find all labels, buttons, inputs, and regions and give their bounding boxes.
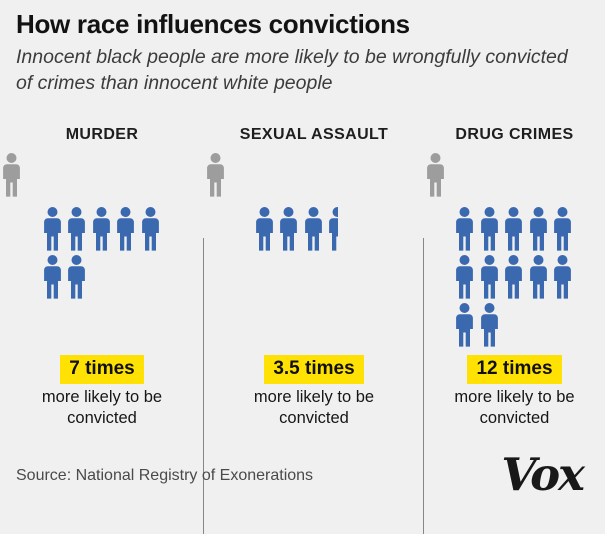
stat-caption: more likely to be convicted [41,388,163,428]
gray-person-icon [427,153,444,197]
page-subtitle: Innocent black people are more likely to… [16,46,568,94]
person-icon [456,255,473,299]
person-icon [480,207,498,251]
column-murder: MURDER 7 times more likely to be convict… [0,116,204,446]
multiplier-badge: 7 times [60,355,144,384]
person-icon [505,255,523,299]
person-icon [480,255,498,299]
column-divider [423,238,424,534]
person-icon [456,207,473,251]
vox-logo: Vox [501,448,585,501]
person-icon [529,207,547,251]
person-icon [68,255,85,299]
person-icon [141,207,159,251]
pictogram-murder [41,207,164,355]
column-divider [203,238,204,534]
gray-person-icon [207,153,224,197]
stat-drug-crimes: 12 times more likely to be convicted [424,355,605,429]
baseline-person-icon [0,153,204,197]
infographic: How race influences convictions Innocent… [0,9,605,534]
category-label-drug-crimes: DRUG CRIMES [455,126,574,143]
person-icon [554,255,572,299]
half-person-icon [326,207,338,251]
person-icon [329,207,338,251]
person-icon [456,303,473,347]
person-icon [529,255,547,299]
person-icon [43,207,61,251]
source-note: Source: National Registry of Exoneration… [16,467,314,484]
person-icon [480,303,498,347]
category-label-murder: MURDER [65,126,139,143]
gray-person-icon [3,153,20,197]
person-icon [554,207,572,251]
multiplier-badge: 3.5 times [264,355,364,384]
person-icon [280,207,297,251]
person-icon [92,207,110,251]
pictogram-sexual-assault [253,207,376,355]
pictogram-drug-crimes [453,207,576,355]
stat-murder: 7 times more likely to be convicted [0,355,204,429]
person-icon [68,207,85,251]
stat-caption: more likely to be convicted [454,388,575,428]
column-drug-crimes: DRUG CRIMES 12 times more likely to be c… [424,116,605,446]
stat-sexual-assault: 3.5 times more likely to be convicted [204,355,424,429]
category-label-sexual-assault: SEXUAL ASSAULT [239,126,389,143]
person-icon [255,207,273,251]
person-icon [43,255,61,299]
multiplier-badge: 12 times [467,355,562,384]
person-icon [505,207,523,251]
person-icon [117,207,135,251]
chart-area: MURDER 7 times more likely to be convict… [0,116,605,534]
person-icon [304,207,322,251]
baseline-person-icon [204,153,424,197]
baseline-person-icon [424,153,605,197]
column-sexual-assault: SEXUAL ASSAULT 3.5 times more likely to … [204,116,424,446]
page-title: How race influences convictions [16,9,410,39]
stat-caption: more likely to be convicted [253,388,375,428]
